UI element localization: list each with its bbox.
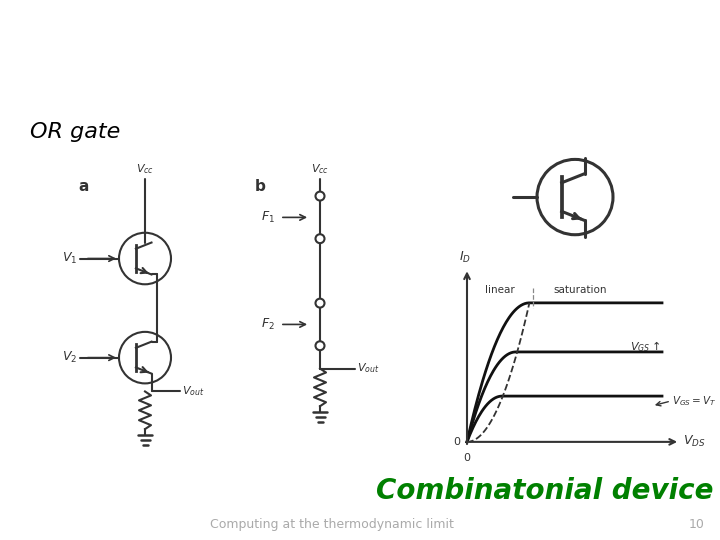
Text: $V_1$: $V_1$ [62, 251, 77, 266]
Text: $V_{out}$: $V_{out}$ [357, 362, 379, 375]
Text: linear: linear [485, 285, 515, 295]
Text: a: a [78, 179, 89, 194]
Text: saturation: saturation [554, 285, 607, 295]
Text: b: b [255, 179, 266, 194]
Text: $F_1$: $F_1$ [261, 210, 275, 225]
Text: Computing at the thermodynamic limit: Computing at the thermodynamic limit [14, 17, 565, 42]
Text: $V_{cc}$: $V_{cc}$ [136, 163, 154, 176]
Text: $I_D$: $I_D$ [459, 251, 471, 266]
Text: Combinatonial device: Combinatonial device [377, 477, 714, 505]
Text: M. López-Suárez; I. Neri; L. Gammaitoni: M. López-Suárez; I. Neri; L. Gammaitoni [402, 44, 706, 60]
Text: $V_{cc}$: $V_{cc}$ [311, 163, 329, 176]
Text: 0: 0 [453, 437, 460, 447]
Text: $V_{GS}\uparrow$: $V_{GS}\uparrow$ [630, 340, 660, 354]
Text: $F_2$: $F_2$ [261, 317, 275, 332]
Text: $V_{GS}=V_T$: $V_{GS}=V_T$ [672, 394, 716, 408]
Text: Computing at the thermodynamic limit: Computing at the thermodynamic limit [210, 518, 454, 531]
Text: 0: 0 [464, 453, 470, 463]
Text: $V_{out}$: $V_{out}$ [182, 384, 204, 399]
Text: 10: 10 [689, 518, 705, 531]
Text: OR gate: OR gate [30, 122, 120, 141]
Text: $V_2$: $V_2$ [62, 350, 77, 365]
Text: $V_{DS}$: $V_{DS}$ [683, 434, 706, 449]
